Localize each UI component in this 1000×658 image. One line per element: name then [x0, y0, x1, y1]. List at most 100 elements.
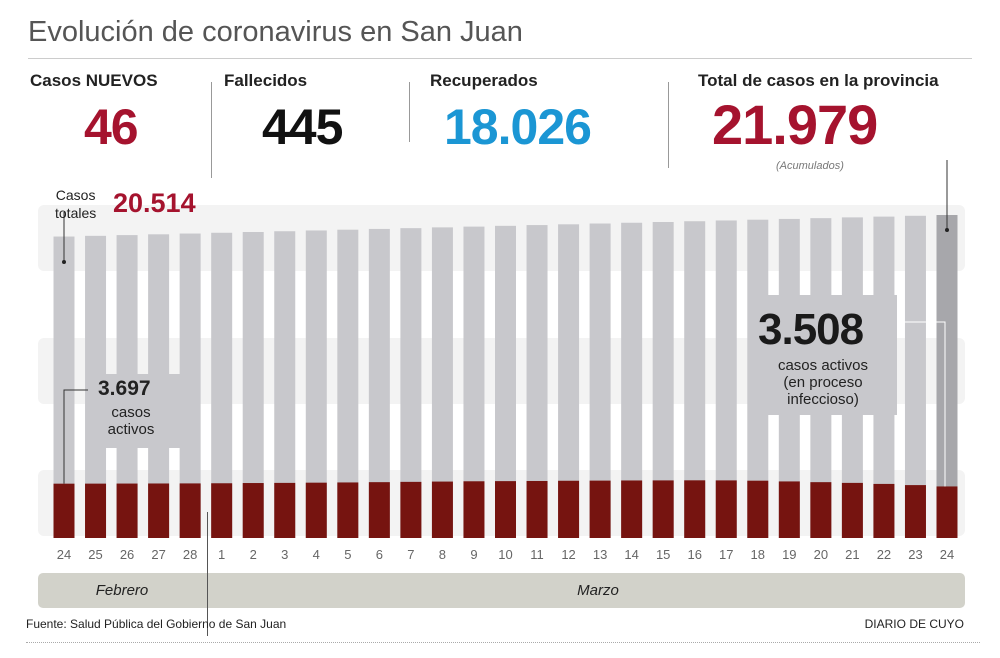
label-line: activos — [107, 421, 155, 438]
x-tick-label: 24 — [939, 547, 955, 562]
title-divider — [28, 58, 972, 59]
active-bar — [715, 480, 737, 538]
recuperados-label: Recuperados — [430, 71, 538, 90]
last-active-value: 3.508 — [758, 305, 864, 354]
active-bar — [463, 481, 485, 538]
last-active-label: casos activos (en proceso infeccioso) — [758, 357, 888, 408]
page-title: Evolución de coronavirus en San Juan — [28, 16, 523, 48]
total-bar — [179, 233, 201, 538]
divider — [211, 82, 212, 178]
x-tick-label: 28 — [182, 547, 198, 562]
month-divider — [207, 512, 208, 636]
fallecidos-value: 445 — [262, 99, 343, 155]
x-tick-label: 3 — [281, 547, 289, 562]
active-bar — [431, 481, 453, 538]
x-tick-label: 22 — [876, 547, 892, 562]
x-tick-label: 12 — [561, 547, 576, 562]
total-bar — [936, 215, 958, 538]
active-bar — [148, 483, 170, 538]
leader-line — [63, 389, 88, 484]
total-bar — [558, 224, 580, 538]
casos-totales-value: 20.514 — [113, 188, 196, 218]
x-tick-label: 26 — [119, 547, 135, 562]
x-tick-label: 14 — [624, 547, 639, 562]
recuperados-value: 18.026 — [444, 99, 592, 155]
active-bar — [652, 480, 674, 538]
total-label: Total de casos en la provincia — [698, 71, 939, 90]
active-bar — [400, 481, 422, 538]
total-note: (Acumulados) — [776, 160, 844, 172]
label-line: casos activos — [777, 357, 869, 374]
label-line: casos — [111, 404, 151, 421]
x-tick-label: 21 — [845, 547, 860, 562]
active-bar — [337, 482, 359, 538]
x-tick-label: 6 — [375, 547, 383, 562]
casos-totales-label-line: Casos — [55, 187, 96, 203]
x-tick-label: 15 — [655, 547, 671, 562]
total-bar — [904, 215, 926, 538]
active-bar — [305, 482, 327, 538]
active-bar — [526, 480, 548, 538]
active-bar — [495, 481, 516, 538]
total-bar — [684, 221, 706, 538]
nuevos-label: Casos NUEVOS — [30, 71, 158, 90]
active-bar — [778, 481, 800, 538]
label-line: (en proceso — [783, 374, 863, 391]
total-bar — [589, 223, 611, 538]
label-backdrop — [752, 295, 897, 415]
x-tick-label: 20 — [813, 547, 829, 562]
active-bar — [810, 482, 832, 538]
leader-line — [897, 321, 946, 487]
total-bar — [715, 220, 737, 539]
x-tick-label: 4 — [312, 547, 320, 562]
active-bar — [116, 483, 138, 538]
x-tick-label: 13 — [592, 547, 608, 562]
active-bar — [684, 480, 706, 538]
x-tick-label: 27 — [151, 547, 166, 562]
label-line: infeccioso) — [787, 391, 859, 408]
x-tick-label: 18 — [750, 547, 766, 562]
month-marzo: Marzo — [577, 582, 619, 599]
active-bar — [558, 480, 580, 538]
month-febrero: Febrero — [95, 582, 149, 599]
x-tick-label: 10 — [498, 547, 513, 562]
active-bar — [85, 483, 107, 538]
nuevos-value: 46 — [84, 99, 139, 155]
leader-dot — [945, 228, 949, 232]
active-bar — [936, 486, 958, 538]
casos-totales-label-line: totales — [55, 205, 97, 221]
total-bar — [400, 228, 422, 539]
total-bar — [368, 228, 390, 538]
first-active-value: 3.697 — [98, 377, 151, 400]
active-bar — [589, 480, 611, 538]
total-bar — [53, 236, 75, 538]
total-bar — [621, 222, 643, 538]
footer-divider — [26, 642, 980, 643]
active-bar — [179, 483, 201, 538]
total-bar — [337, 229, 359, 538]
leader-dot — [62, 260, 66, 264]
fallecidos-label: Fallecidos — [224, 71, 308, 90]
x-tick-label: 9 — [470, 547, 478, 562]
x-tick-label: 7 — [407, 547, 415, 562]
active-bar — [873, 483, 895, 538]
first-active-label: casos activos — [96, 404, 166, 438]
x-tick-label: 1 — [218, 547, 226, 562]
total-value: 21.979 — [712, 93, 878, 156]
total-bar — [463, 226, 485, 538]
active-bar — [841, 482, 863, 538]
x-tick-label: 25 — [88, 547, 103, 562]
x-tick-label: 24 — [56, 547, 72, 562]
active-bar — [747, 480, 769, 538]
active-bar — [621, 480, 643, 538]
x-tick-label: 2 — [249, 547, 257, 562]
source: Fuente: Salud Pública del Gobierno de Sa… — [26, 617, 287, 631]
x-tick-label: 23 — [908, 547, 923, 562]
label-backdrop — [88, 374, 188, 448]
total-bar — [495, 225, 516, 538]
brand: DIARIO DE CUYO — [864, 617, 964, 631]
month-bar — [38, 573, 965, 608]
active-bar — [904, 485, 926, 538]
